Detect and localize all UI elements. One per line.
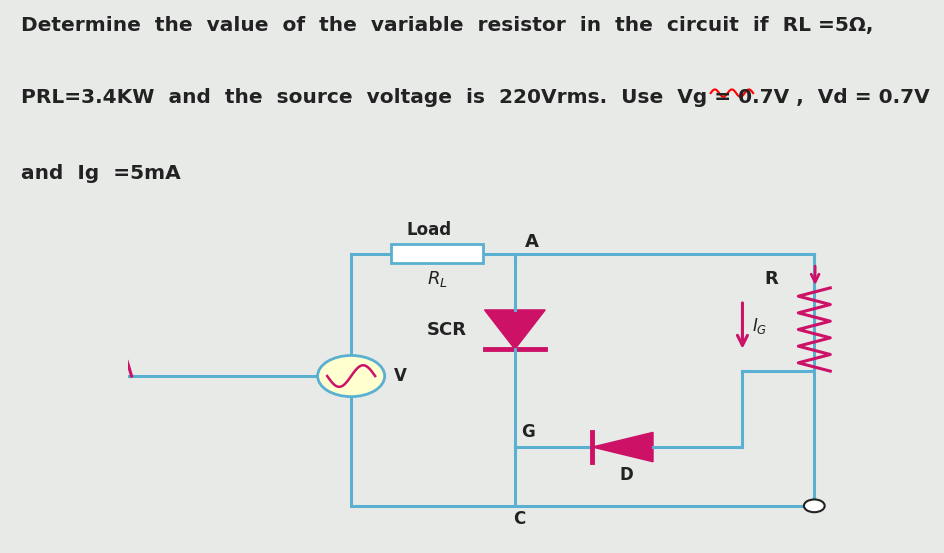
Text: SCR: SCR xyxy=(427,321,466,338)
Text: PRL=3.4KW  and  the  source  voltage  is  220Vrms.  Use  Vg = 0.7V ,  Vd = 0.7V: PRL=3.4KW and the source voltage is 220V… xyxy=(21,88,929,107)
Polygon shape xyxy=(592,432,652,462)
Text: Load: Load xyxy=(406,221,451,239)
Text: $I_G$: $I_G$ xyxy=(751,316,767,336)
Polygon shape xyxy=(484,310,545,349)
Circle shape xyxy=(803,499,824,512)
Text: C: C xyxy=(513,510,525,528)
Text: $R_L$: $R_L$ xyxy=(426,269,447,289)
Text: G: G xyxy=(521,423,534,441)
Circle shape xyxy=(317,356,384,397)
Bar xyxy=(391,244,482,263)
Text: D: D xyxy=(619,466,632,484)
Text: and  Ig  =5mA: and Ig =5mA xyxy=(21,164,180,182)
Text: R: R xyxy=(764,270,778,288)
Text: V: V xyxy=(394,367,407,385)
Text: A: A xyxy=(524,233,538,251)
Text: Determine  the  value  of  the  variable  resistor  in  the  circuit  if  RL =5Ω: Determine the value of the variable resi… xyxy=(21,17,872,35)
